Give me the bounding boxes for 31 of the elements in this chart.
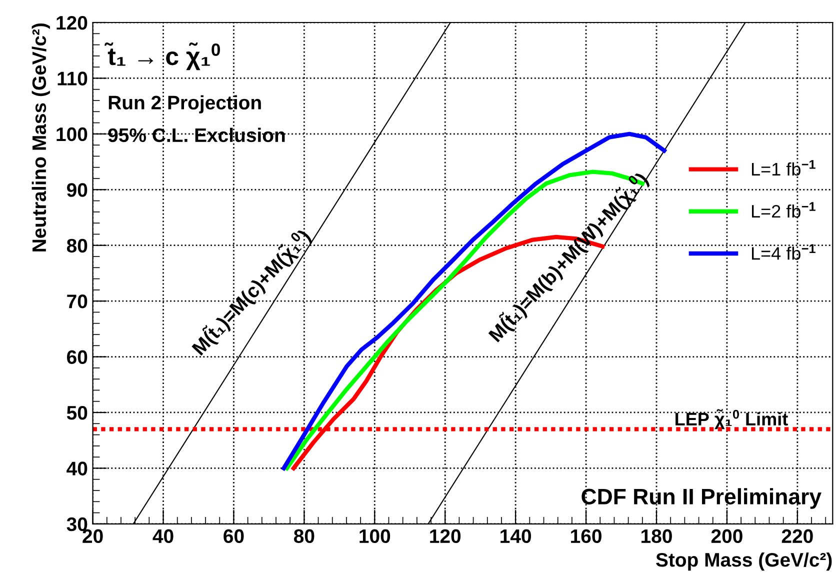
legend-label: L=2 fb$^{−1}$ bbox=[752, 202, 816, 218]
x-axis-title: Stop Mass (GeV/c²) bbox=[656, 552, 832, 571]
y-tick-label: 30 bbox=[66, 517, 88, 532]
annotation: 95% C.L. Exclusion bbox=[108, 128, 285, 142]
x-tick-label: 160 bbox=[571, 529, 602, 544]
annotation: CDF Run II Preliminary bbox=[582, 488, 822, 509]
annotation: t̃₁ → c χ̃₁$^{0}$ bbox=[104, 42, 220, 70]
x-tick-label: 100 bbox=[360, 529, 390, 544]
y-tick-label: 50 bbox=[66, 406, 88, 420]
y-tick-label: 120 bbox=[56, 16, 88, 30]
y-tick-label: 40 bbox=[66, 462, 88, 476]
y-axis-title: Neutralino Mass (GeV/c²) bbox=[32, 23, 50, 252]
y-tick-label: 110 bbox=[58, 72, 88, 86]
y-tick-label: 90 bbox=[66, 183, 88, 197]
legend-label: L=1 fb$^{−1}$ bbox=[752, 160, 816, 176]
annotation: Run 2 Projection bbox=[108, 95, 261, 114]
x-tick-label: 120 bbox=[430, 529, 461, 544]
x-tick-label: 40 bbox=[152, 529, 174, 544]
x-tick-label: 180 bbox=[642, 529, 672, 544]
legend-label: L=4 fb$^{−1}$ bbox=[752, 244, 816, 260]
annotation: M(t̃₁)=M(b)+M(W)+M(χ̃₁$^{0}$) bbox=[485, 169, 652, 346]
x-tick-label: 60 bbox=[224, 529, 244, 544]
x-tick-label: 140 bbox=[500, 529, 531, 544]
x-tick-label: 20 bbox=[82, 529, 103, 544]
y-tick-label: 100 bbox=[56, 127, 88, 142]
x-tick-label: 220 bbox=[782, 529, 813, 544]
y-tick-label: 80 bbox=[66, 238, 88, 253]
x-tick-label: 200 bbox=[711, 529, 742, 544]
x-tick-label: 80 bbox=[294, 529, 314, 544]
y-tick-label: 60 bbox=[67, 350, 88, 364]
y-tick-label: 70 bbox=[67, 294, 88, 308]
